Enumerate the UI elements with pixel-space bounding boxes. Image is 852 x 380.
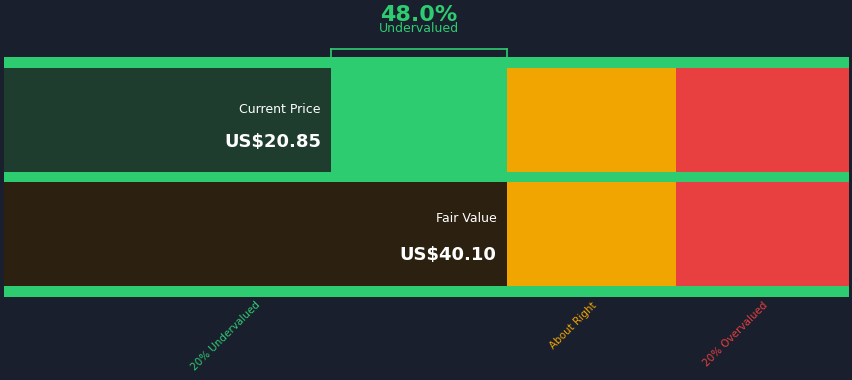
Text: US$40.10: US$40.10	[400, 246, 496, 264]
Bar	[4, 182, 506, 286]
Text: 20% Undervalued: 20% Undervalued	[189, 300, 262, 373]
Bar	[4, 57, 506, 297]
Bar	[675, 57, 848, 297]
Text: 48.0%: 48.0%	[380, 5, 457, 25]
Bar	[4, 171, 848, 182]
Bar	[4, 286, 848, 297]
Text: Fair Value: Fair Value	[435, 212, 496, 225]
Bar	[4, 57, 848, 68]
Bar	[506, 57, 675, 297]
Text: US$20.85: US$20.85	[224, 133, 320, 152]
Text: Current Price: Current Price	[239, 103, 320, 116]
Text: About Right: About Right	[547, 300, 597, 351]
Bar	[4, 68, 331, 171]
Text: 20% Overvalued: 20% Overvalued	[700, 300, 769, 368]
Text: Undervalued: Undervalued	[378, 22, 458, 35]
